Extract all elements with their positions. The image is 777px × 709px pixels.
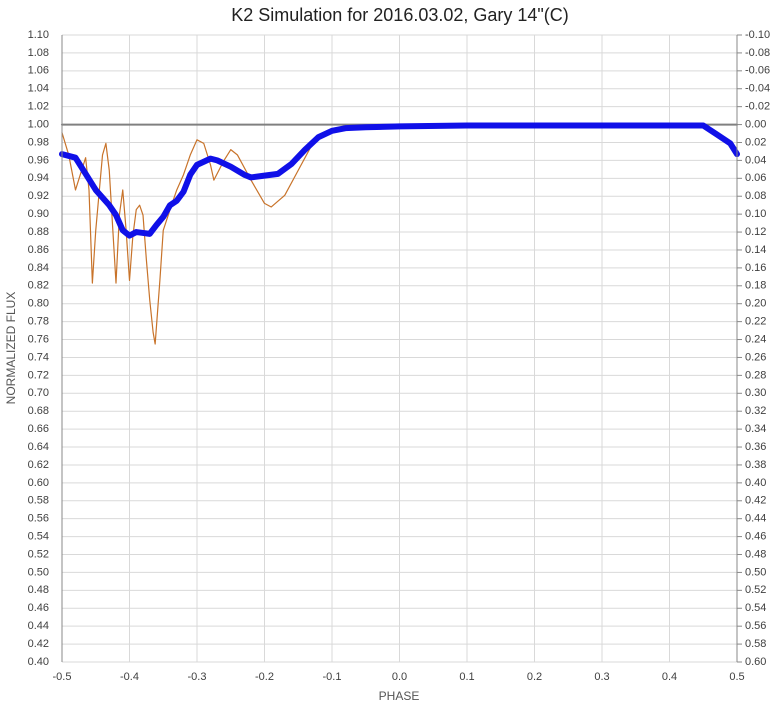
y2-tick-label: 0.02: [745, 136, 766, 148]
y2-tick-label: 0.38: [745, 459, 766, 471]
y2-tick-label: 0.04: [745, 154, 766, 166]
y-tick-label: 0.74: [28, 351, 49, 363]
x-tick-label: 0.0: [392, 671, 407, 683]
y2-tick-label: 0.22: [745, 316, 766, 328]
y-tick-label: 1.02: [28, 101, 49, 113]
x-tick-label: 0.5: [729, 671, 744, 683]
y-tick-label: 0.58: [28, 495, 49, 507]
y2-tick-label: 0.36: [745, 441, 766, 453]
y-axis-title: NORMALIZED FLUX: [4, 292, 18, 405]
x-tick-label: -0.2: [255, 671, 274, 683]
y2-tick-label: -0.04: [745, 83, 770, 95]
y-tick-label: 0.96: [28, 154, 49, 166]
y-tick-label: 0.56: [28, 513, 49, 525]
y-tick-label: 0.64: [28, 441, 49, 453]
y-tick-label: 0.68: [28, 405, 49, 417]
y2-tick-label: 0.08: [745, 190, 766, 202]
y2-tick-label: 0.34: [745, 423, 766, 435]
y2-tick-label: 0.42: [745, 495, 766, 507]
y2-tick-label: 0.26: [745, 351, 766, 363]
y2-tick-label: 0.58: [745, 638, 766, 650]
y2-tick-label: 0.14: [745, 244, 766, 256]
y-tick-label: 0.88: [28, 226, 49, 238]
y-tick-label: 0.80: [28, 298, 49, 310]
x-tick-label: -0.5: [53, 671, 72, 683]
y-tick-label: 0.98: [28, 136, 49, 148]
y-tick-label: 0.84: [28, 262, 49, 274]
y-tick-label: 0.92: [28, 190, 49, 202]
y-tick-label: 0.42: [28, 638, 49, 650]
y-tick-label: 0.48: [28, 584, 49, 596]
x-tick-label: 0.2: [527, 671, 542, 683]
y2-tick-label: -0.10: [745, 29, 770, 41]
y-tick-label: 0.50: [28, 566, 49, 578]
y2-tick-label: -0.02: [745, 101, 770, 113]
y-tick-label: 0.60: [28, 477, 49, 489]
y-tick-label: 1.08: [28, 47, 49, 59]
y-tick-label: 0.78: [28, 316, 49, 328]
y2-tick-label: 0.40: [745, 477, 766, 489]
y-tick-label: 0.40: [28, 656, 49, 668]
y-tick-label: 0.90: [28, 208, 49, 220]
x-tick-label: -0.3: [188, 671, 207, 683]
y2-tick-label: 0.32: [745, 405, 766, 417]
y2-tick-label: 0.56: [745, 620, 766, 632]
x-tick-label: -0.1: [323, 671, 342, 683]
y2-tick-label: 0.50: [745, 566, 766, 578]
y2-tick-label: 0.60: [745, 656, 766, 668]
x-tick-label: 0.3: [594, 671, 609, 683]
x-axis-title: PHASE: [379, 689, 420, 703]
plot: [59, 122, 740, 345]
y-tick-label: 0.86: [28, 244, 49, 256]
y-tick-label: 0.70: [28, 387, 49, 399]
y-tick-label: 0.66: [28, 423, 49, 435]
y2-tick-label: 0.18: [745, 280, 766, 292]
series-line: [59, 122, 740, 239]
y-tick-label: 0.94: [28, 172, 49, 184]
y2-tick-label: 0.52: [745, 584, 766, 596]
y2-tick-label: 0.30: [745, 387, 766, 399]
y-tick-label: 0.54: [28, 531, 49, 543]
y2-tick-label: 0.16: [745, 262, 766, 274]
y-tick-label: 1.06: [28, 65, 49, 77]
y2-tick-label: 0.54: [745, 602, 766, 614]
y-tick-label: 1.00: [28, 118, 49, 130]
y2-tick-label: 0.46: [745, 531, 766, 543]
y-tick-label: 0.52: [28, 548, 49, 560]
y2-tick-label: 0.20: [745, 298, 766, 310]
y2-tick-label: 0.48: [745, 548, 766, 560]
x-tick-label: 0.4: [662, 671, 677, 683]
y-tick-label: 0.62: [28, 459, 49, 471]
y-tick-label: 0.72: [28, 369, 49, 381]
y-tick-label: 0.46: [28, 602, 49, 614]
y2-tick-label: 0.28: [745, 369, 766, 381]
y2-tick-label: 0.24: [745, 333, 766, 345]
y2-tick-label: 0.06: [745, 172, 766, 184]
y-tick-label: 0.44: [28, 620, 49, 632]
y2-tick-label: 0.10: [745, 208, 766, 220]
x-tick-label: -0.4: [120, 671, 139, 683]
x-tick-label: 0.1: [459, 671, 474, 683]
y-tick-label: 1.04: [28, 83, 49, 95]
y2-tick-label: -0.06: [745, 65, 770, 77]
y2-tick-label: 0.12: [745, 226, 766, 238]
y2-tick-label: 0.44: [745, 513, 766, 525]
y-tick-label: 1.10: [28, 29, 49, 41]
y-tick-label: 0.82: [28, 280, 49, 292]
chart-title: K2 Simulation for 2016.03.02, Gary 14"(C…: [231, 5, 569, 25]
y-tick-label: 0.76: [28, 333, 49, 345]
series-line: [61, 124, 401, 345]
y2-tick-label: 0.00: [745, 118, 766, 130]
y2-tick-label: -0.08: [745, 47, 770, 59]
